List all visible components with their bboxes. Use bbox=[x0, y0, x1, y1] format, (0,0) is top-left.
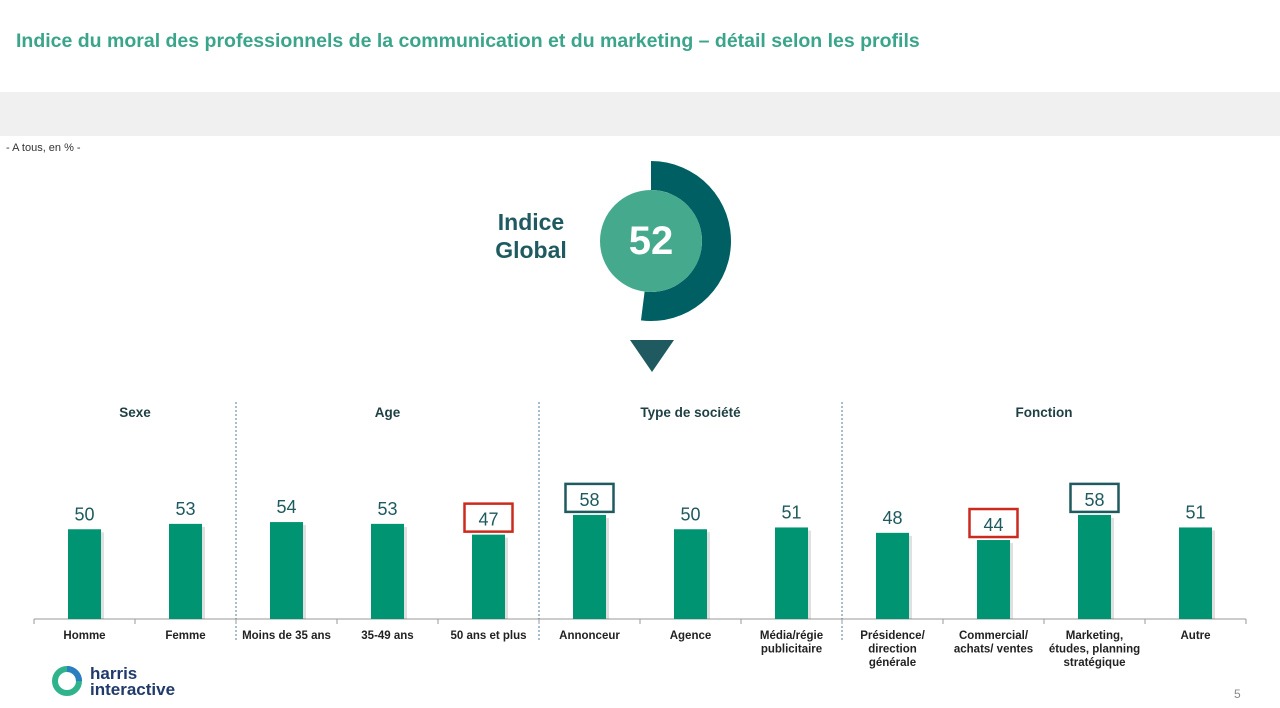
bar bbox=[1179, 527, 1212, 619]
value-highlight-box bbox=[463, 502, 514, 533]
category-label: 50 ans et plus bbox=[450, 630, 526, 642]
bar bbox=[68, 529, 101, 619]
indice-global-label: Indice Global bbox=[470, 208, 592, 264]
bar bbox=[270, 522, 303, 619]
global-index-value: 52 bbox=[628, 219, 674, 263]
bar-value-label: 47 bbox=[478, 510, 498, 530]
page-number: 5 bbox=[1234, 687, 1241, 701]
bar-value-label: 51 bbox=[781, 502, 801, 522]
bar-value-label: 53 bbox=[175, 499, 195, 519]
value-highlight-box bbox=[1069, 482, 1120, 514]
bar-value-label: 58 bbox=[1084, 490, 1104, 510]
category-label: Marketing, bbox=[1066, 630, 1124, 642]
value-highlight-box bbox=[968, 507, 1019, 539]
bar-value-label: 50 bbox=[74, 504, 94, 524]
group-label: Fonction bbox=[1016, 405, 1073, 420]
harris-logo-icon bbox=[52, 666, 82, 696]
bar-value-label: 44 bbox=[983, 515, 1003, 535]
bar bbox=[371, 523, 404, 619]
category-label: Moins de 35 ans bbox=[242, 630, 331, 642]
category-label: Femme bbox=[165, 630, 205, 642]
category-label: Homme bbox=[63, 630, 105, 642]
bar-value-label: 53 bbox=[377, 499, 397, 519]
bar-value-label: 51 bbox=[1185, 502, 1205, 522]
bar bbox=[573, 514, 606, 619]
bar bbox=[876, 532, 909, 619]
category-label: 35-49 ans bbox=[361, 630, 413, 642]
profile-bar-chart: Sexe 50 Homme 53 Femme Age 54 Moins de 35 ans 53… bbox=[33, 402, 1247, 669]
bar-value-label: 50 bbox=[680, 504, 700, 524]
category-label: Commercial/ bbox=[959, 630, 1029, 642]
group-label: Age bbox=[375, 405, 401, 420]
brand-line2: interactive bbox=[90, 680, 176, 699]
bar bbox=[775, 527, 808, 619]
category-label: direction bbox=[868, 644, 917, 656]
bar bbox=[977, 540, 1010, 619]
brand-name: harris interactive bbox=[90, 664, 176, 699]
bar-value-label: 48 bbox=[882, 508, 902, 528]
bar bbox=[472, 534, 505, 619]
bar bbox=[674, 529, 707, 619]
category-label: Agence bbox=[670, 630, 712, 642]
group-label: Type de société bbox=[640, 405, 741, 420]
bar bbox=[169, 523, 202, 619]
value-highlight-box bbox=[564, 482, 615, 514]
bar-value-label: 58 bbox=[579, 490, 599, 510]
category-label: stratégique bbox=[1064, 657, 1126, 669]
category-label: Média/régie bbox=[760, 630, 823, 642]
bar bbox=[1078, 514, 1111, 619]
page-title: Indice du moral des professionnels de la… bbox=[16, 30, 920, 52]
group-label: Sexe bbox=[119, 405, 151, 420]
bar-value-label: 54 bbox=[276, 497, 296, 517]
gauge-ring-arc bbox=[640, 161, 731, 321]
down-arrow-icon bbox=[630, 340, 674, 372]
category-label: générale bbox=[869, 657, 916, 669]
brand-line1: harris bbox=[90, 664, 138, 683]
category-label: publicitaire bbox=[761, 644, 822, 656]
base-note: - A tous, en % - bbox=[6, 142, 81, 154]
indice-label-line2: Global bbox=[495, 237, 567, 263]
category-label: Présidence/ bbox=[860, 630, 925, 642]
header-band bbox=[0, 92, 1280, 136]
category-label: achats/ ventes bbox=[954, 644, 1033, 656]
category-label: Annonceur bbox=[559, 630, 620, 642]
gauge-inner-disc bbox=[600, 190, 702, 292]
category-label: Autre bbox=[1180, 630, 1210, 642]
category-label: études, planning bbox=[1049, 644, 1140, 656]
indice-label-line1: Indice bbox=[497, 209, 565, 235]
global-gauge bbox=[600, 161, 731, 321]
